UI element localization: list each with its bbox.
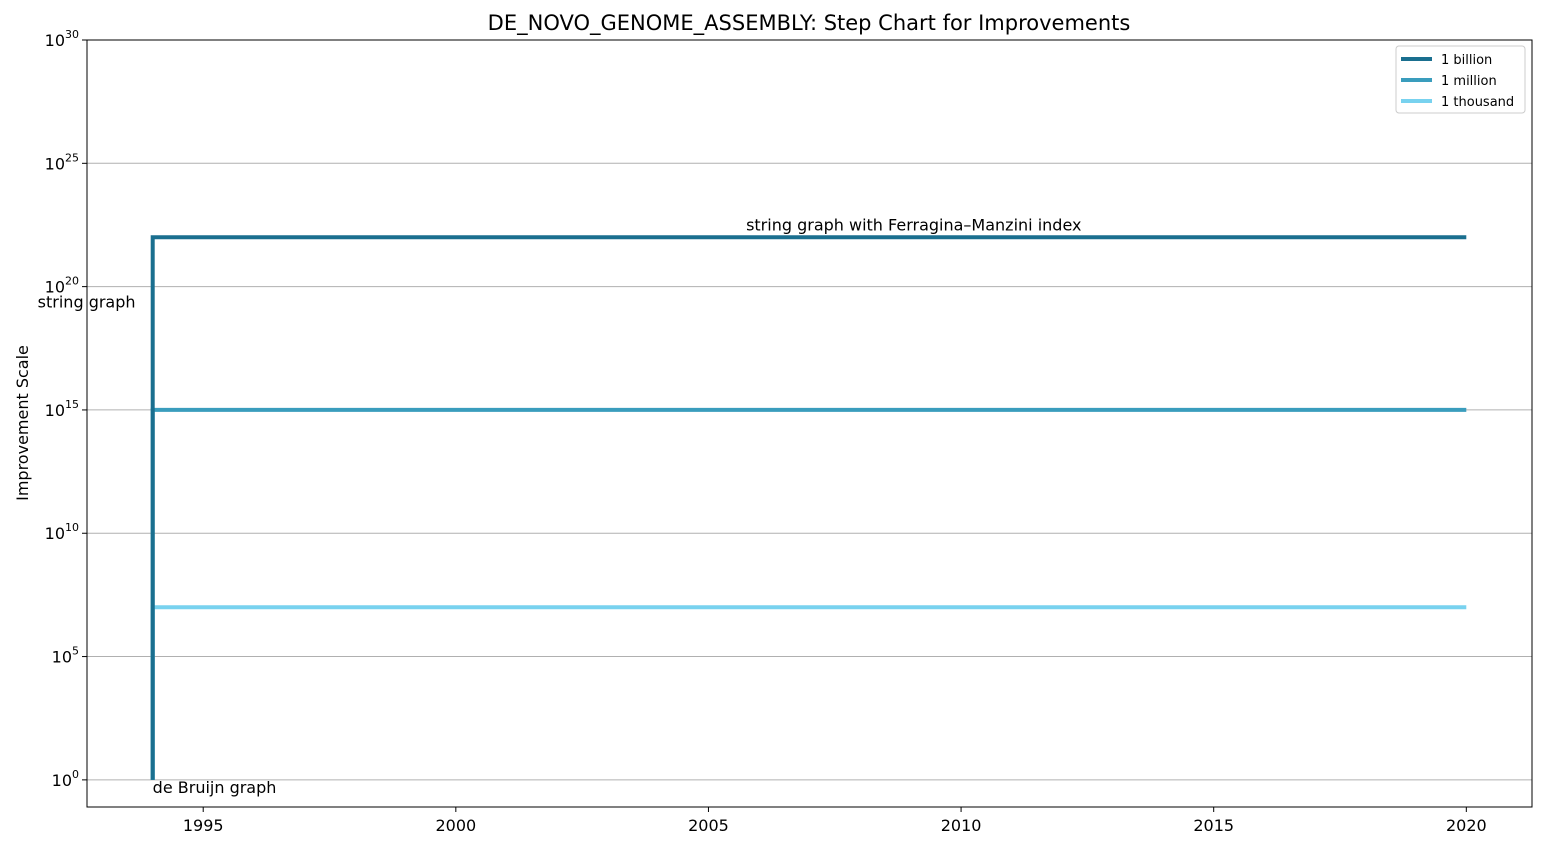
plot-frame [86,39,1533,808]
x-tick-label: 2015 [1193,816,1234,835]
plot-background [87,40,1532,807]
x-tick-label: 2010 [941,816,982,835]
y-tick-base: 10 [45,31,65,50]
y-tick-exponent: 15 [65,398,79,411]
legend-label: 1 billion [1441,53,1492,68]
y-tick-base: 10 [45,401,65,420]
x-axis-ticks: 1995 2000 2005 2010 2015 2020 [183,807,1487,835]
y-tick-base: 10 [52,771,72,790]
annotation-label: string graph [38,293,136,312]
annotation-label: de Bruijn graph [153,778,277,797]
legend-box [1395,45,1526,114]
y-tick-base: 10 [52,648,72,667]
y-tick-exponent: 20 [65,275,79,288]
y-tick-exponent: 0 [72,768,79,781]
series-lines [150,235,1467,780]
x-tick-label: 2000 [435,816,476,835]
y-tick-label: 105 [52,645,79,667]
y-tick-exponent: 25 [65,151,79,164]
y-axis-label: Improvement Scale [13,345,32,501]
y-tick-base: 10 [45,524,65,543]
y-tick-label: 1025 [45,151,79,173]
legend: 1 billion 1 million 1 thousand [1395,45,1526,114]
y-tick-label: 1015 [45,398,79,420]
y-tick-base: 10 [45,154,65,173]
x-tick-label: 2020 [1446,816,1487,835]
legend-entries: 1 billion 1 million 1 thousand [1401,53,1514,110]
legend-label: 1 thousand [1441,95,1514,110]
x-tick-label: 2005 [688,816,729,835]
series-line [150,235,1467,780]
chart-title: DE_NOVO_GENOME_ASSEMBLY: Step Chart for … [488,11,1131,36]
y-tick-label: 1030 [45,28,79,50]
y-tick-exponent: 10 [65,521,79,534]
y-tick-label: 1010 [45,521,79,543]
y-tick-exponent: 5 [72,645,79,658]
y-tick-exponent: 30 [65,28,79,41]
annotations: de Bruijn graph string graph string graph … [38,215,1082,797]
y-tick-label: 1020 [45,275,79,297]
x-tick-label: 1995 [183,816,224,835]
legend-label: 1 million [1441,74,1497,89]
y-tick-base: 10 [45,278,65,297]
annotation-label: string graph with Ferragina–Manzini inde… [746,215,1081,234]
y-tick-label: 100 [52,768,79,790]
